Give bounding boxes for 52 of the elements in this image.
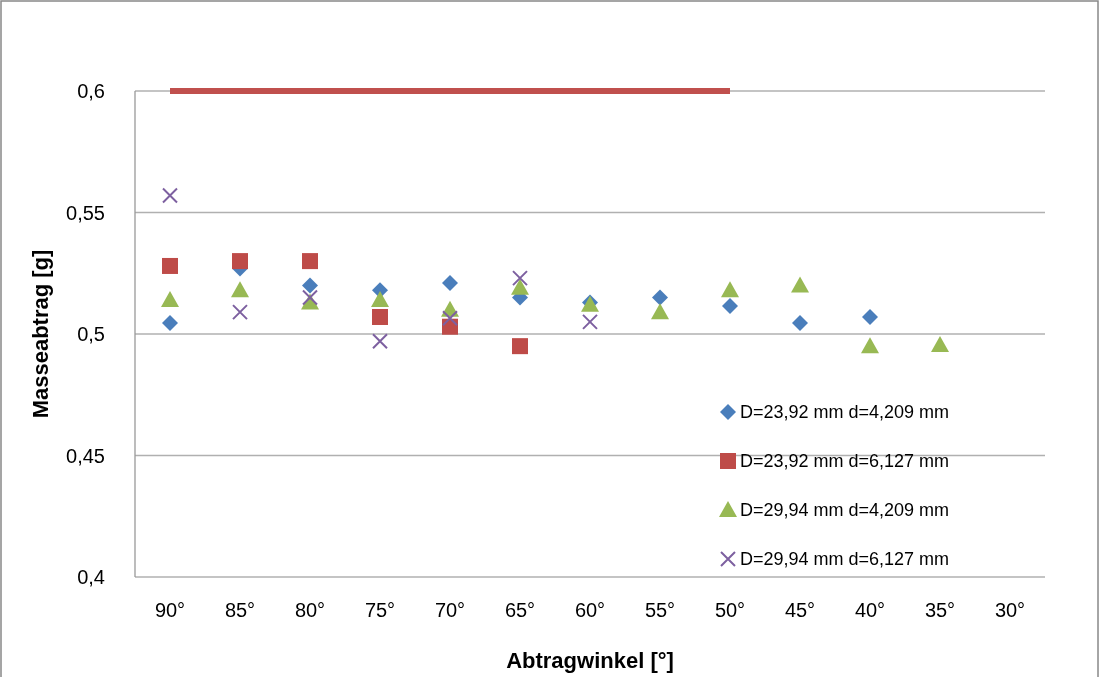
x-tick-label: 75° (364, 599, 396, 621)
legend-label: D=29,94 mm d=4,209 mm (740, 500, 950, 520)
x-tick-label: 55° (644, 599, 676, 621)
point (302, 277, 318, 294)
point (442, 274, 458, 291)
point (372, 308, 388, 325)
point (232, 253, 248, 270)
legend-label: D=23,92 mm d=4,209 mm (740, 402, 950, 422)
legend-label: D=29,94 mm d=6,127 mm (740, 549, 950, 569)
legend-label: D=23,92 mm d=6,127 mm (740, 451, 950, 471)
point (862, 308, 878, 325)
y-axis-title: Masseabtrag [g] (28, 249, 53, 419)
x-tick-label: 50° (714, 599, 746, 621)
point (931, 335, 949, 352)
y-tick-label: 0,55 (66, 201, 105, 224)
y-tick-label: 0,45 (66, 444, 105, 467)
x-tick-label: 40° (854, 599, 886, 621)
point (372, 333, 388, 350)
point (231, 281, 249, 298)
point (651, 303, 669, 320)
x-axis-title: Abtragwinkel [°] (506, 648, 674, 673)
point (792, 315, 808, 332)
point (232, 304, 248, 321)
point (861, 337, 879, 354)
x-tick-label: 30° (994, 599, 1026, 621)
point (722, 298, 738, 315)
point (511, 278, 529, 295)
x-tick-label: 85° (224, 599, 256, 621)
point (161, 290, 179, 307)
point (512, 338, 528, 355)
x-tick-label: 35° (924, 599, 956, 621)
point (371, 290, 389, 307)
point (442, 310, 458, 327)
y-tick-label: 0,6 (77, 80, 105, 102)
point (302, 253, 318, 270)
point (512, 270, 528, 287)
x-tick-label: 70° (434, 599, 466, 621)
point (582, 313, 598, 330)
point (791, 276, 809, 293)
y-tick-label: 0,4 (77, 566, 105, 588)
point (721, 281, 739, 298)
point (162, 187, 178, 204)
x-tick-label: 90° (154, 599, 186, 621)
x-tick-label: 45° (784, 599, 816, 621)
point (652, 289, 668, 306)
point (162, 257, 178, 274)
y-tick-label: 0,5 (77, 323, 105, 345)
x-tick-label: 60° (574, 599, 606, 621)
x-tick-label: 65° (504, 599, 536, 621)
x-tick-label: 80° (294, 599, 326, 621)
point (302, 289, 318, 306)
point (162, 315, 178, 332)
